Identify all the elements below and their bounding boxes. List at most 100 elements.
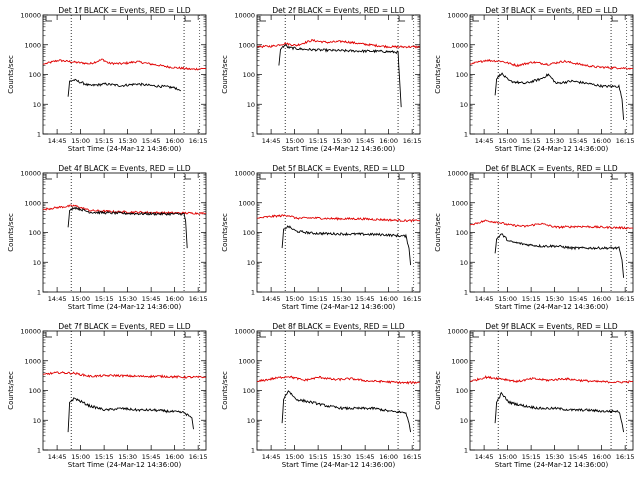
x-axis-label: Start Time (24-Mar-12 14:36:00) — [282, 145, 396, 153]
y-tick-label: 100 — [456, 387, 468, 395]
corner-marker — [184, 16, 192, 22]
panel-3: 1 10 100 1000 10000 14:45 15:00 15:15 15:30 15:45… — [434, 6, 635, 153]
x-tick-label: 14:45 — [475, 295, 494, 303]
x-tick-label: 15:45 — [569, 295, 588, 303]
y-tick-label: 1000 — [238, 357, 255, 365]
y-tick-label: 1 — [251, 289, 255, 297]
plot-frame — [42, 330, 207, 451]
y-tick-label: 1000 — [24, 357, 41, 365]
y-tick-label: 1 — [464, 131, 468, 139]
panel-title: Det 2f BLACK = Events, RED = LLD — [272, 6, 405, 15]
x-axis-label: Start Time (24-Mar-12 14:36:00) — [282, 461, 396, 469]
x-tick-label: 14:45 — [475, 137, 494, 145]
x-tick-label: 15:15 — [522, 137, 541, 145]
x-tick-label: 15:45 — [142, 137, 161, 145]
x-tick-label: 15:30 — [545, 453, 564, 461]
y-tick-label: 10000 — [234, 12, 255, 20]
x-tick-label: 16:15 — [403, 453, 422, 461]
events-series — [494, 233, 625, 278]
x-tick-label: 15:30 — [545, 295, 564, 303]
lld-series — [469, 219, 634, 230]
x-tick-label: 16:00 — [379, 137, 398, 145]
x-tick-label: 16:15 — [189, 137, 208, 145]
x-tick-label: 14:45 — [48, 295, 67, 303]
lld-series — [42, 58, 207, 71]
x-tick-label: 15:30 — [332, 295, 351, 303]
y-axis-label: Counts/sec — [221, 371, 229, 410]
x-tick-label: 15:15 — [522, 453, 541, 461]
x-tick-label: 15:30 — [118, 295, 137, 303]
corner-marker — [472, 16, 479, 22]
y-tick-label: 10 — [247, 259, 255, 267]
x-tick-label: 14:45 — [262, 137, 281, 145]
corner-marker — [259, 332, 266, 338]
y-tick-label: 10 — [247, 101, 255, 109]
corner-marker — [45, 16, 52, 22]
x-tick-label: 16:15 — [616, 453, 635, 461]
x-tick-label: 15:45 — [569, 453, 588, 461]
lld-series — [469, 58, 633, 70]
y-axis-label: Counts/sec — [221, 213, 229, 252]
events-series — [67, 206, 188, 249]
plot-frame — [256, 14, 421, 135]
panel-9: 1 10 100 1000 10000 14:45 15:00 15:15 15:30 15:45… — [434, 322, 635, 469]
corner-marker — [398, 16, 406, 22]
y-tick-label: 100 — [29, 229, 41, 237]
y-tick-label: 100 — [243, 229, 255, 237]
x-tick-label: 14:45 — [48, 137, 67, 145]
y-tick-label: 10 — [33, 259, 41, 267]
y-tick-label: 100 — [456, 229, 468, 237]
x-tick-label: 16:15 — [616, 137, 635, 145]
x-tick-label: 15:30 — [118, 453, 137, 461]
x-tick-label: 16:00 — [379, 453, 398, 461]
x-tick-label: 15:00 — [71, 137, 90, 145]
y-tick-label: 1000 — [238, 41, 255, 49]
y-tick-label: 10000 — [20, 328, 41, 336]
x-tick-label: 15:15 — [95, 453, 114, 461]
y-tick-label: 10000 — [20, 170, 41, 178]
x-axis-label: Start Time (24-Mar-12 14:36:00) — [68, 461, 182, 469]
lld-series — [42, 371, 206, 379]
x-axis-label: Start Time (24-Mar-12 14:36:00) — [495, 461, 609, 469]
events-series — [278, 43, 402, 108]
y-tick-label: 10000 — [20, 12, 41, 20]
panel-title: Det 4f BLACK = Events, RED = LLD — [58, 164, 191, 173]
plot-frame — [42, 14, 207, 135]
panel-title: Det 3f BLACK = Events, RED = LLD — [485, 6, 618, 15]
y-tick-label: 10 — [33, 101, 41, 109]
x-tick-label: 15:15 — [522, 295, 541, 303]
panel-title: Det 5f BLACK = Events, RED = LLD — [272, 164, 405, 173]
y-tick-label: 10000 — [447, 170, 468, 178]
y-tick-label: 1 — [37, 289, 41, 297]
x-tick-label: 15:15 — [309, 137, 328, 145]
y-axis-label: Counts/sec — [221, 55, 229, 94]
panel-1: 1 10 100 1000 10000 14:45 15:00 15:15 15:30 15:45… — [7, 6, 208, 153]
x-tick-label: 15:45 — [142, 295, 161, 303]
x-tick-label: 15:00 — [285, 295, 304, 303]
x-tick-label: 15:30 — [332, 137, 351, 145]
x-tick-label: 15:00 — [498, 453, 517, 461]
y-tick-label: 100 — [243, 387, 255, 395]
x-tick-label: 15:30 — [545, 137, 564, 145]
x-tick-label: 16:15 — [403, 137, 422, 145]
y-axis-label: Counts/sec — [434, 213, 442, 252]
x-tick-label: 15:15 — [309, 453, 328, 461]
x-tick-label: 16:00 — [379, 295, 398, 303]
y-tick-label: 1 — [37, 447, 41, 455]
plot-frame — [256, 330, 421, 451]
y-tick-label: 10 — [460, 417, 468, 425]
panel-5: 1 10 100 1000 10000 14:45 15:00 15:15 15:30 15:45… — [221, 164, 422, 311]
y-axis-label: Counts/sec — [7, 55, 15, 94]
x-tick-label: 15:45 — [142, 453, 161, 461]
x-tick-label: 16:15 — [403, 295, 422, 303]
y-tick-label: 10000 — [234, 328, 255, 336]
y-tick-label: 1000 — [24, 199, 41, 207]
x-tick-label: 15:15 — [95, 295, 114, 303]
events-series — [494, 72, 625, 120]
lld-series — [256, 375, 420, 385]
events-series — [281, 225, 412, 266]
corner-marker — [184, 332, 192, 338]
x-axis-label: Start Time (24-Mar-12 14:36:00) — [282, 303, 396, 311]
panel-title: Det 7f BLACK = Events, RED = LLD — [58, 322, 191, 331]
